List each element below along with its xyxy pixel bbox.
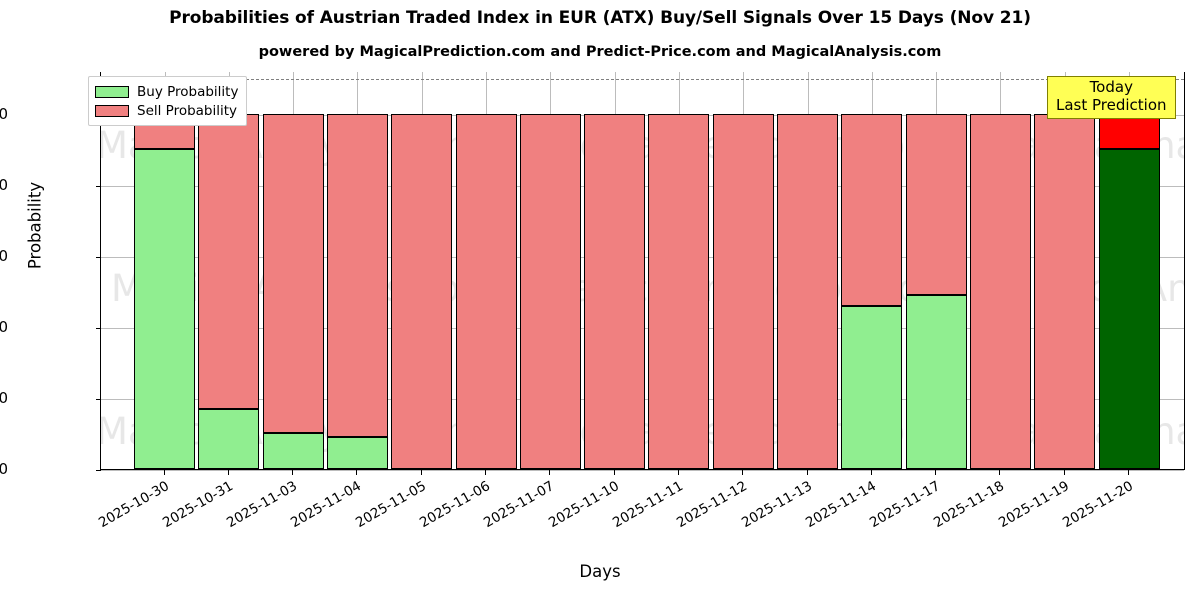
bar-segment-buy[interactable]: [841, 305, 903, 469]
legend-swatch-buy: [95, 85, 129, 98]
bar-group[interactable]: [198, 71, 260, 469]
bar-segment-sell[interactable]: [455, 113, 517, 469]
x-tick-mark-1: [227, 470, 229, 475]
x-tick-mark-0: [163, 470, 165, 475]
bar-group[interactable]: [1034, 71, 1096, 469]
x-axis-label: Days: [579, 562, 621, 581]
legend-swatch-sell: [95, 104, 129, 117]
bar-segment-sell[interactable]: [1098, 113, 1160, 150]
x-tick-mark-5: [485, 470, 486, 475]
y-tick-mark-40: [96, 327, 101, 329]
y-tick-label-60: 60: [0, 246, 8, 265]
bar-segment-sell[interactable]: [198, 113, 260, 409]
x-tick-mark-11: [870, 470, 872, 475]
bar-segment-buy[interactable]: [1098, 149, 1160, 469]
today-annotation-line1: Today: [1089, 78, 1133, 96]
bar-segment-sell[interactable]: [1034, 113, 1096, 469]
bar-segment-buy[interactable]: [198, 408, 260, 469]
bar-group[interactable]: [969, 71, 1031, 469]
x-tick-mark-13: [999, 470, 1001, 475]
bar-group[interactable]: [262, 71, 324, 469]
y-tick-label-40: 40: [0, 317, 8, 336]
bar-segment-sell[interactable]: [712, 113, 774, 469]
chart-legend: Buy Probability Sell Probability: [88, 76, 248, 126]
legend-label-buy: Buy Probability: [137, 83, 239, 100]
bar-segment-sell[interactable]: [391, 113, 453, 469]
bar-segment-buy[interactable]: [905, 294, 967, 469]
bar-group[interactable]: [648, 71, 710, 469]
threshold-line: [101, 79, 1184, 81]
bar-segment-buy[interactable]: [326, 437, 388, 469]
bar-group[interactable]: [519, 71, 581, 469]
bar-group[interactable]: [391, 71, 453, 469]
y-tick-mark-60: [96, 256, 101, 258]
today-annotation: Today Last Prediction: [1047, 76, 1176, 120]
x-tick-mark-9: [742, 470, 744, 475]
bar-segment-sell[interactable]: [969, 113, 1031, 469]
bar-group[interactable]: [584, 71, 646, 469]
y-tick-label-100: 100: [0, 104, 8, 123]
today-annotation-line2: Last Prediction: [1056, 95, 1167, 114]
y-tick-mark-0: [96, 470, 101, 471]
bar-group[interactable]: [712, 71, 774, 469]
bar-segment-sell[interactable]: [584, 113, 646, 469]
y-tick-label-0: 0: [0, 460, 8, 478]
bar-group[interactable]: [777, 71, 838, 469]
bar-group[interactable]: [455, 71, 517, 469]
bar-segment-sell[interactable]: [905, 113, 967, 295]
y-tick-label-80: 80: [0, 175, 8, 194]
gridline-y-0: [101, 470, 1184, 471]
bar-group[interactable]: [841, 71, 903, 469]
y-tick-label-20: 20: [0, 388, 8, 407]
y-tick-mark-80: [96, 185, 101, 187]
bar-segment-sell[interactable]: [326, 113, 388, 438]
x-tick-mark-10: [806, 470, 808, 475]
bar-segment-sell[interactable]: [777, 113, 838, 469]
bar-segment-sell[interactable]: [648, 113, 710, 469]
bar-segment-sell[interactable]: [841, 113, 903, 306]
bar-group[interactable]: [134, 71, 195, 469]
x-tick-mark-4: [420, 470, 422, 475]
plot-area: MagicalAnalysis.comMagicalPrediction.com…: [100, 72, 1185, 471]
bar-group[interactable]: [1098, 71, 1160, 469]
bar-segment-sell[interactable]: [519, 113, 581, 469]
x-tick-mark-6: [549, 470, 551, 475]
y-tick-mark-20: [96, 398, 101, 400]
bar-segment-sell[interactable]: [262, 113, 324, 434]
x-tick-mark-3: [356, 470, 358, 475]
x-tick-mark-12: [935, 470, 937, 475]
x-tick-mark-14: [1063, 470, 1065, 475]
x-tick-mark-15: [1128, 470, 1129, 475]
chart-subtitle: powered by MagicalPrediction.com and Pre…: [258, 44, 942, 60]
bar-segment-buy[interactable]: [262, 433, 324, 469]
bar-segment-buy[interactable]: [134, 149, 195, 469]
chart-title: Probabilities of Austrian Traded Index i…: [169, 8, 1031, 28]
legend-item-buy: Buy Probability: [95, 82, 238, 101]
bar-group[interactable]: [326, 71, 388, 469]
x-tick-mark-2: [292, 470, 294, 475]
bar-series-container: [101, 72, 1184, 469]
legend-label-sell: Sell Probability: [137, 102, 238, 119]
bar-group[interactable]: [905, 71, 967, 469]
legend-item-sell: Sell Probability: [95, 101, 238, 120]
x-tick-mark-8: [677, 470, 679, 475]
y-axis-label: Probability: [25, 181, 45, 270]
x-tick-mark-7: [613, 470, 615, 475]
